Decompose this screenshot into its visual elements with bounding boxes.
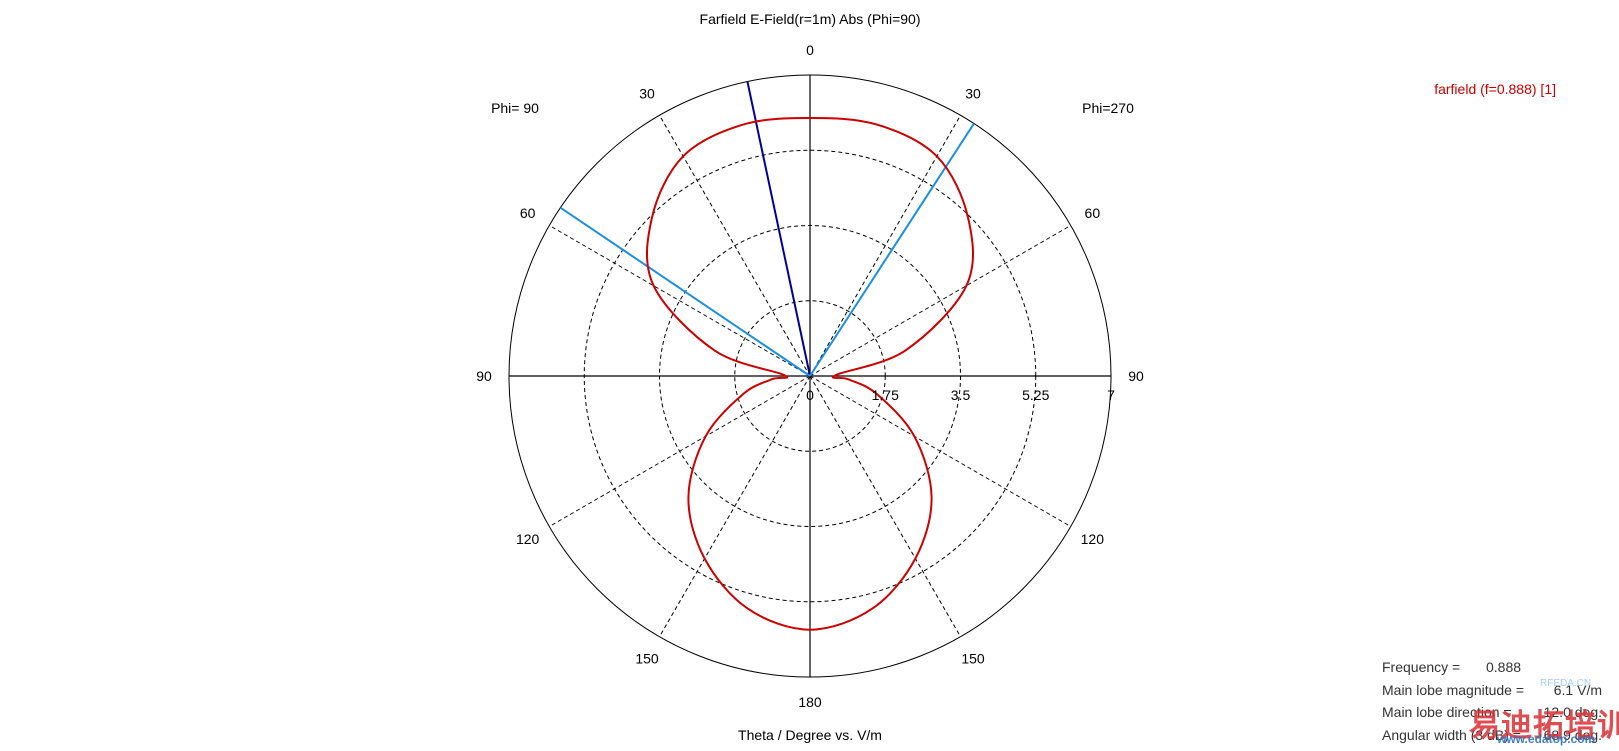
angle-label: 120	[1081, 531, 1105, 547]
x-axis-label: Theta / Degree vs. V/m	[738, 727, 882, 743]
radial-tick-label: 7	[1107, 387, 1115, 403]
info-value: 0.888	[1486, 659, 1522, 675]
grid-spoke	[549, 375, 811, 527]
watermark-url: www.edatop.com	[1497, 732, 1596, 746]
angle-label: 90	[1128, 368, 1144, 384]
angle-label: 120	[516, 531, 540, 547]
watermark: RFEDA.CN 易迪拓培训 www.edatop.com	[1455, 678, 1619, 746]
polar-marks	[559, 81, 975, 631]
info-main-lobe-magnitude: Main lobe magnitude = 6.1 V/m	[1382, 679, 1612, 702]
angle-label: 60	[1085, 205, 1101, 221]
phi-left-label: Phi= 90	[491, 100, 539, 116]
grid-spoke	[659, 375, 811, 637]
grid-spoke	[809, 115, 961, 377]
legend-entry: farfield (f=0.888) [1]	[1434, 81, 1556, 97]
info-main-lobe-direction: Main lobe direction = 12.0 deg.	[1382, 701, 1612, 724]
info-angular-width: Angular width (3 dB) = 68.9 deg.	[1382, 724, 1612, 747]
radial-tick-label: 5.25	[1022, 387, 1049, 403]
radial-tick-label: 3.5	[951, 387, 971, 403]
watermark-sub: RFEDA.CN	[1540, 678, 1592, 689]
info-value: 6.1 V/m	[1553, 681, 1602, 698]
info-label: Main lobe magnitude =	[1382, 681, 1525, 698]
polar-labels: 0 30 30 60 60 90 90 120 120 150 150 180 0 1.75 3.5 5.25…	[476, 42, 1144, 710]
watermark-text: 易迪拓培训	[1469, 708, 1619, 744]
phi-right-label: Phi=270	[1082, 100, 1134, 116]
grid-spoke	[549, 225, 811, 377]
marker-line	[809, 123, 975, 377]
grid-spoke	[659, 115, 811, 377]
info-value: 68.9 deg.	[1543, 726, 1602, 743]
info-label: Angular width (3 dB) =	[1382, 726, 1521, 743]
angle-label: 150	[635, 650, 659, 666]
radial-tick-label: 1.75	[872, 387, 899, 403]
angle-label: 60	[520, 205, 536, 221]
info-frequency: Frequency = 0.888	[1382, 656, 1612, 679]
grid-spoke	[809, 225, 1071, 377]
angle-label: 0	[806, 42, 814, 58]
grid-spoke	[809, 375, 961, 637]
grid-spoke	[809, 375, 1071, 527]
marker-line	[559, 206, 811, 377]
info-label: Main lobe direction =	[1382, 704, 1512, 720]
chart-title: Farfield E-Field(r=1m) Abs (Phi=90)	[700, 11, 921, 27]
angle-label: 30	[965, 86, 981, 102]
radial-tick-label: 0	[806, 387, 814, 403]
angle-label: 180	[798, 694, 822, 710]
info-value: 12.0 deg.	[1543, 704, 1602, 720]
angle-label: 150	[961, 650, 985, 666]
angle-label: 30	[639, 86, 655, 102]
info-label: Frequency =	[1382, 659, 1461, 675]
marker-line	[746, 81, 811, 377]
results-panel: Frequency = 0.888 Main lobe magnitude = …	[1382, 656, 1612, 746]
angle-label: 90	[476, 368, 492, 384]
pattern-series-line	[645, 116, 975, 631]
